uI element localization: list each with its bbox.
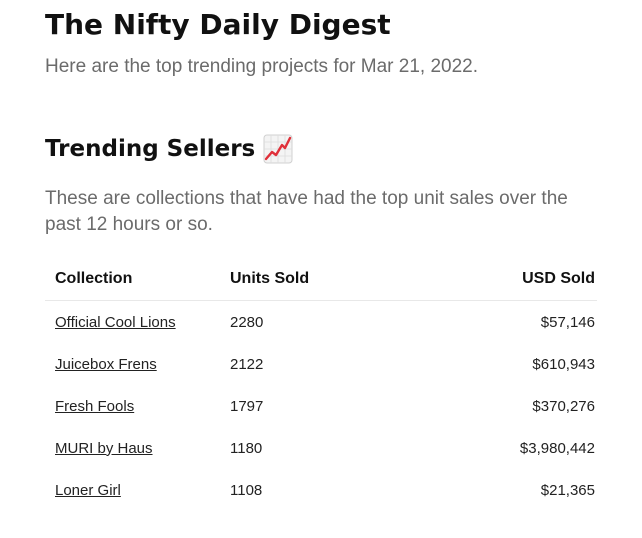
units-sold-cell: 1180 — [230, 439, 263, 457]
table-row: Official Cool Lions 2280 $57,146 — [45, 301, 597, 344]
table-row: MURI by Haus 1180 $3,980,442 — [45, 427, 597, 469]
chart-increasing-icon — [263, 134, 293, 164]
usd-sold-cell: $370,276 — [532, 397, 595, 415]
table-row: Loner Girl 1108 $21,365 — [45, 469, 597, 511]
collection-link[interactable]: Fresh Fools — [55, 397, 135, 415]
collection-cell: Loner Girl — [45, 469, 220, 511]
section-description: These are collections that have had the … — [45, 188, 568, 235]
usd-sold-cell: $21,365 — [540, 481, 595, 499]
usd-sold-cell: $57,146 — [540, 313, 595, 331]
collection-cell: Official Cool Lions — [45, 301, 220, 344]
section-heading: Trending Sellers — [45, 134, 293, 164]
trending-sellers-table: Collection Units Sold USD Sold Official … — [45, 258, 597, 511]
table-header-row: Collection Units Sold USD Sold — [45, 258, 597, 301]
page-title: The Nifty Daily Digest — [45, 8, 391, 41]
units-sold-cell: 1797 — [230, 397, 264, 415]
table-row: Fresh Fools 1797 $370,276 — [45, 385, 597, 427]
usd-sold-cell: $610,943 — [532, 355, 595, 373]
units-sold-cell: 2280 — [230, 313, 264, 331]
collection-link[interactable]: Official Cool Lions — [55, 313, 176, 331]
collection-link[interactable]: MURI by Haus — [55, 439, 153, 457]
units-sold-cell: 1108 — [230, 481, 263, 499]
collection-cell: MURI by Haus — [45, 427, 220, 469]
table-row: Juicebox Frens 2122 $610,943 — [45, 343, 597, 385]
page-subtitle: Here are the top trending projects for M… — [45, 56, 479, 77]
column-header-units-sold: Units Sold — [220, 258, 405, 301]
section-title: Trending Sellers — [45, 136, 256, 162]
collection-cell: Fresh Fools — [45, 385, 220, 427]
collection-link[interactable]: Loner Girl — [55, 481, 121, 499]
column-header-usd-sold: USD Sold — [405, 258, 597, 301]
units-sold-cell: 2122 — [230, 355, 264, 373]
collection-cell: Juicebox Frens — [45, 343, 220, 385]
column-header-collection: Collection — [45, 258, 220, 301]
collection-link[interactable]: Juicebox Frens — [55, 355, 157, 373]
usd-sold-cell: $3,980,442 — [519, 439, 595, 457]
